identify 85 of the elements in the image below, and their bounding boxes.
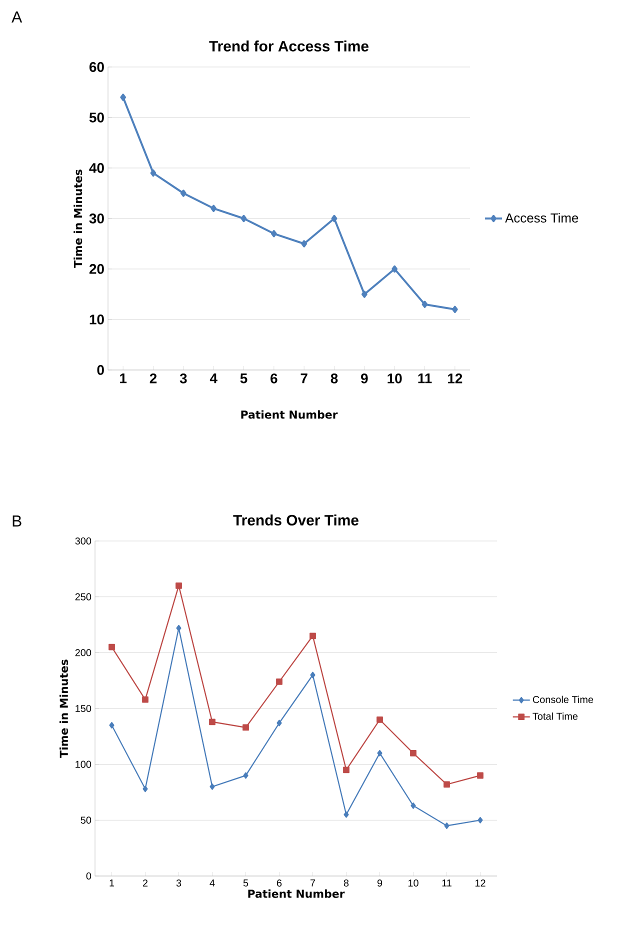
chart-title: Trends Over Time [233,514,358,526]
x-tick-label: 10 [388,374,402,384]
x-tick-label: 11 [418,374,432,384]
x-tick-label: 4 [210,880,215,886]
x-tick-label: 9 [377,880,382,887]
point [392,265,398,273]
point [478,816,483,824]
y-tick-label: 100 [76,760,92,768]
chart-title: Trend for Access Time [209,40,368,52]
point [142,696,148,703]
y-tick-label: 200 [75,649,92,656]
point [120,94,126,101]
x-tick-label: 3 [180,374,187,384]
point [276,720,282,726]
x-tick-label: 12 [448,374,462,384]
point [410,802,416,809]
y-tick-label: 40 [89,163,104,173]
x-axis-title: Patient Number [248,889,345,898]
x-tick-label: 10 [408,880,418,887]
point [477,772,484,779]
x-tick-label: 12 [475,880,486,886]
point [422,300,428,308]
y-tick-label: 60 [89,62,104,72]
point [377,750,382,756]
point [331,214,338,222]
point [209,718,216,726]
x-tick-label: 2 [150,374,157,384]
point [210,783,215,790]
point [444,781,450,788]
point [242,724,249,731]
x-tick-label: 8 [330,374,338,384]
x-tick-label: 5 [243,880,248,886]
y-tick-label: 10 [90,314,104,324]
point [109,722,114,728]
legend-label: Access Time [505,213,578,223]
x-tick-label: 6 [270,374,278,384]
point [142,786,148,792]
point [452,306,458,313]
point [344,811,349,818]
point [410,750,416,756]
x-tick-label: 7 [300,374,308,384]
point [240,214,247,222]
y-tick-label: 300 [75,537,92,545]
y-tick-label: 0 [97,365,104,375]
x-tick-label: 11 [442,880,452,886]
point [444,822,450,829]
y-tick-label: 0 [86,872,92,880]
point [276,678,282,685]
point [243,772,248,779]
point [180,190,186,197]
point [150,169,156,177]
point [361,290,368,298]
y-tick-label: 50 [80,816,92,824]
y-axis-title: Time in Minutes [74,170,82,268]
y-axis-title: Time in Minutes [60,660,68,758]
legend-label: Console Time [532,696,594,704]
point [301,240,308,248]
y-tick-label: 20 [89,264,104,274]
x-tick-label: 1 [120,374,127,384]
point [176,624,182,632]
point [176,582,182,589]
point [343,766,350,774]
x-tick-label: 1 [110,880,114,886]
point [210,204,217,212]
text: B [12,516,22,526]
x-tick-label: 2 [142,880,148,886]
point [310,672,316,678]
y-tick-label: 30 [89,214,104,224]
x-tick-label: 6 [276,880,282,887]
x-tick-label: 7 [310,880,316,886]
point [270,230,277,238]
x-tick-label: 4 [210,374,218,384]
point [108,644,115,650]
y-tick-label: 150 [76,704,92,712]
y-tick-label: 50 [89,112,104,122]
legend-label: Total Time [532,712,578,720]
y-tick-label: 250 [75,593,92,600]
x-axis-title: Patient Number [241,410,338,419]
x-tick-label: 9 [361,374,368,384]
point [376,716,383,723]
x-tick-label: 3 [176,880,182,887]
x-tick-label: 8 [344,880,349,887]
x-tick-label: 5 [240,374,248,384]
text: A [12,12,22,22]
point [310,632,316,640]
